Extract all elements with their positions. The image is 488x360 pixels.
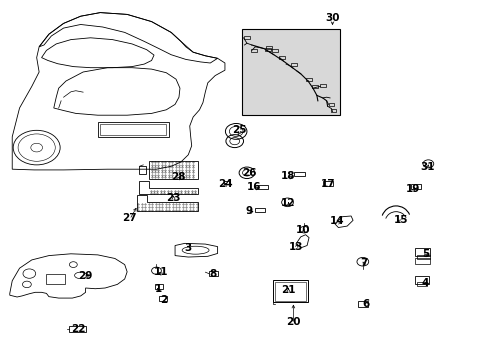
Bar	[224, 181, 228, 184]
Text: 30: 30	[325, 13, 339, 23]
Bar	[294, 172, 305, 176]
Bar	[278, 56, 284, 59]
Text: 10: 10	[295, 225, 310, 235]
Text: 11: 11	[154, 267, 168, 277]
Bar	[139, 166, 146, 174]
Text: 15: 15	[393, 215, 407, 225]
Bar	[149, 161, 198, 179]
Bar	[414, 248, 429, 256]
Text: 31: 31	[420, 162, 434, 172]
Text: 27: 27	[122, 213, 137, 223]
Bar	[305, 78, 311, 81]
Text: 12: 12	[281, 198, 295, 208]
Bar	[414, 258, 429, 264]
Bar	[242, 29, 339, 115]
Bar	[416, 255, 429, 259]
Text: 7: 7	[360, 258, 367, 268]
Text: 1: 1	[155, 284, 162, 294]
Text: 5: 5	[421, 249, 428, 259]
Bar	[272, 280, 307, 302]
Bar	[159, 296, 167, 301]
Text: 13: 13	[288, 242, 303, 252]
Bar	[322, 181, 333, 186]
Text: 17: 17	[320, 179, 334, 189]
Bar	[255, 208, 264, 212]
Bar	[291, 63, 297, 66]
Bar	[416, 282, 427, 286]
Bar	[330, 109, 335, 112]
Text: 2: 2	[160, 295, 167, 305]
Bar	[311, 85, 317, 88]
Bar	[244, 36, 249, 39]
Bar	[271, 49, 277, 52]
Text: 20: 20	[285, 317, 300, 327]
Text: 18: 18	[281, 171, 295, 181]
Text: 22: 22	[71, 324, 85, 334]
Bar	[320, 84, 325, 87]
Text: 26: 26	[242, 168, 256, 178]
Bar	[251, 49, 257, 52]
Bar	[208, 271, 217, 276]
Text: 24: 24	[217, 179, 232, 189]
Text: 28: 28	[171, 172, 185, 182]
Bar	[358, 301, 367, 307]
Text: 21: 21	[281, 285, 295, 295]
Bar	[154, 284, 163, 289]
Text: 8: 8	[209, 269, 216, 279]
Text: 23: 23	[166, 193, 181, 203]
Bar	[410, 184, 420, 189]
Text: 25: 25	[232, 125, 246, 135]
Text: 14: 14	[329, 216, 344, 226]
Bar	[46, 274, 65, 284]
Text: 9: 9	[245, 206, 252, 216]
Text: 19: 19	[405, 184, 420, 194]
Bar	[328, 103, 334, 106]
Bar	[414, 276, 428, 284]
Bar	[264, 48, 270, 51]
Bar	[69, 326, 86, 332]
Text: 16: 16	[246, 182, 261, 192]
Bar	[265, 46, 271, 49]
Bar	[274, 282, 305, 301]
Text: 6: 6	[362, 299, 368, 309]
Bar	[258, 185, 267, 189]
Text: 3: 3	[184, 243, 191, 253]
Text: 29: 29	[78, 271, 93, 281]
Text: 4: 4	[421, 278, 428, 288]
